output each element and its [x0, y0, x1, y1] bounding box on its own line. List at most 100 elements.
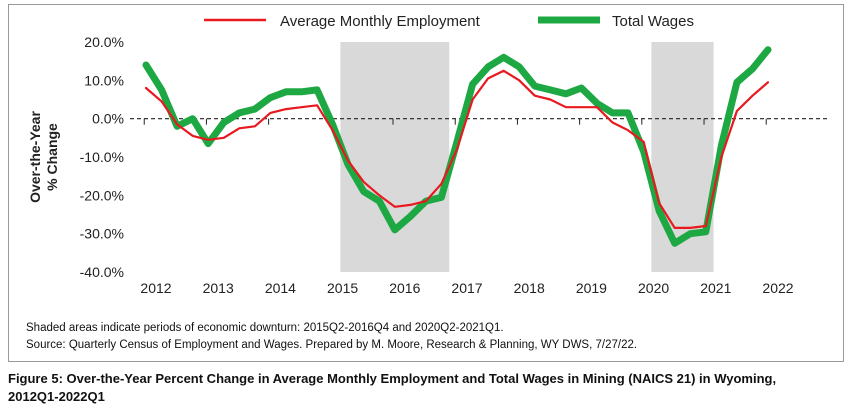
data-point-employment	[689, 227, 691, 229]
y-tick-label: -40.0%	[80, 264, 124, 280]
data-point-total-wages	[394, 229, 396, 231]
data-point-total-wages	[627, 112, 629, 114]
data-point-total-wages	[549, 89, 551, 91]
data-point-total-wages	[363, 190, 365, 193]
data-point-employment	[565, 106, 567, 108]
data-point-total-wages	[223, 121, 225, 124]
data-point-total-wages	[705, 231, 707, 233]
legend-label-employment: Average Monthly Employment	[280, 13, 481, 30]
data-point-employment	[316, 104, 318, 106]
note-shading: Shaded areas indicate periods of economi…	[26, 322, 504, 334]
data-point-total-wages	[285, 91, 287, 93]
data-point-employment	[643, 141, 645, 143]
data-point-total-wages	[269, 96, 271, 99]
data-point-total-wages	[643, 150, 645, 152]
data-point-total-wages	[238, 112, 240, 114]
data-point-total-wages	[347, 164, 349, 166]
x-tick-label: 2016	[389, 280, 420, 296]
data-point-employment	[534, 95, 536, 97]
data-point-employment	[363, 181, 365, 183]
data-point-employment	[425, 200, 427, 202]
data-point-total-wages	[378, 200, 380, 202]
data-point-employment	[767, 81, 769, 83]
data-point-employment	[238, 127, 240, 129]
data-point-employment	[254, 125, 256, 127]
y-axis: 20.0% 10.0% 0.0% -10.0% -20.0% -30.0% -40.0%	[80, 34, 124, 280]
data-point-total-wages	[409, 215, 411, 218]
data-point-total-wages	[192, 118, 194, 120]
data-point-total-wages	[736, 81, 738, 83]
data-point-total-wages	[316, 89, 318, 91]
data-point-total-wages	[674, 242, 676, 244]
x-tick-label: 2012	[140, 280, 171, 296]
data-point-total-wages	[518, 66, 520, 68]
data-point-employment	[549, 98, 551, 101]
data-point-employment	[720, 156, 722, 158]
data-point-employment	[580, 106, 583, 108]
data-point-employment	[300, 106, 303, 108]
data-point-employment	[332, 129, 334, 131]
y-tick-label: 0.0%	[92, 111, 124, 127]
data-point-total-wages	[207, 142, 209, 145]
data-point-employment	[518, 79, 520, 81]
y-axis-label-line2: % Change	[44, 123, 60, 191]
data-point-total-wages	[145, 64, 147, 66]
series-lines	[142, 46, 772, 247]
data-point-total-wages	[440, 196, 443, 198]
data-point-employment	[207, 139, 209, 141]
data-point-total-wages	[300, 91, 303, 93]
y-axis-label-line1: Over-the-Year	[27, 111, 43, 203]
x-tick-label: 2021	[700, 280, 731, 296]
downturn-shade-1	[340, 42, 450, 272]
data-point-employment	[145, 87, 147, 89]
x-tick-label: 2022	[762, 280, 793, 296]
data-point-total-wages	[487, 66, 489, 68]
data-point-total-wages	[503, 56, 505, 58]
x-tick-label: 2015	[327, 280, 358, 296]
data-point-total-wages	[332, 123, 334, 126]
data-point-total-wages	[534, 85, 536, 87]
data-point-employment	[487, 77, 489, 80]
data-point-employment	[269, 112, 271, 114]
data-point-total-wages	[767, 49, 769, 51]
y-tick-label: -30.0%	[80, 226, 124, 242]
data-point-employment	[471, 98, 474, 101]
data-point-employment	[223, 137, 225, 139]
y-tick-label: -20.0%	[80, 187, 124, 203]
data-point-total-wages	[720, 144, 722, 147]
x-tick-label: 2013	[203, 280, 234, 296]
data-point-total-wages	[160, 89, 163, 91]
y-tick-label: -10.0%	[80, 149, 124, 165]
data-point-employment	[751, 95, 754, 97]
data-point-employment	[176, 123, 178, 126]
x-tick-label: 2018	[514, 280, 545, 296]
figure-caption: Figure 5: Over-the-Year Percent Change i…	[8, 371, 777, 404]
data-point-employment	[736, 110, 738, 112]
x-axis: 2012 2013 2014 2015 2016 2017 2018 2019 2020 2021…	[140, 118, 794, 296]
x-tick-label: 2017	[451, 280, 482, 296]
legend: Average Monthly Employment Total Wages	[204, 13, 694, 30]
data-point-employment	[347, 160, 349, 162]
data-point-total-wages	[176, 125, 178, 127]
data-point-employment	[409, 204, 411, 206]
data-point-total-wages	[456, 141, 458, 143]
data-point-total-wages	[580, 87, 583, 89]
data-point-total-wages	[596, 102, 598, 104]
data-point-employment	[285, 108, 287, 110]
x-tick-label: 2014	[265, 280, 296, 296]
data-point-employment	[705, 225, 707, 227]
y-tick-label: 20.0%	[84, 34, 124, 50]
note-source: Source: Quarterly Census of Employment a…	[26, 339, 638, 351]
y-tick-label: 10.0%	[84, 72, 124, 88]
data-point-employment	[192, 135, 194, 137]
data-point-employment	[658, 202, 660, 204]
data-point-employment	[596, 106, 598, 108]
data-point-employment	[440, 183, 443, 185]
data-point-total-wages	[611, 112, 614, 114]
data-point-employment	[674, 227, 676, 229]
data-point-employment	[160, 100, 163, 103]
data-point-employment	[378, 194, 380, 196]
data-point-employment	[627, 129, 629, 131]
data-point-total-wages	[254, 108, 256, 110]
